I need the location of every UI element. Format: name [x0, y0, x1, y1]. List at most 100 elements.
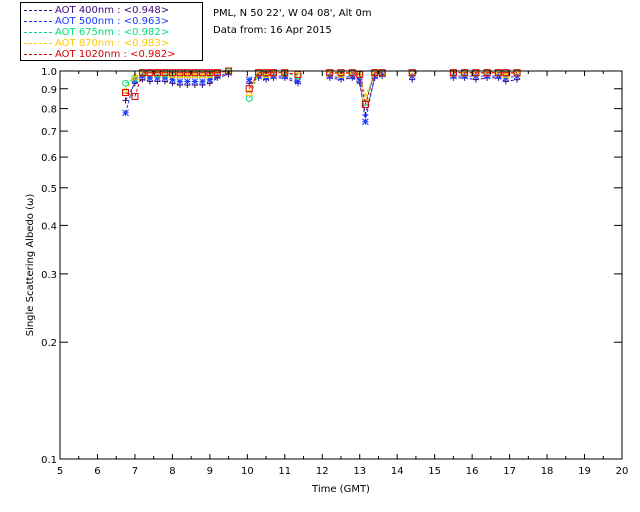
legend-line-1020nm: [24, 53, 52, 55]
data-point: [449, 69, 457, 77]
series-line-segment: [351, 77, 361, 84]
data-point: [371, 69, 379, 77]
y-tick-label: 0.6: [41, 153, 57, 164]
series-line-segment: [125, 77, 136, 84]
x-tick-label: 17: [503, 466, 516, 477]
series-line-segment: [134, 72, 143, 97]
data-point: [122, 79, 130, 87]
legend-item-675nm: AOT 675nm : <0.982>: [24, 27, 169, 38]
data-point: [176, 70, 184, 78]
axes: 5 6 7 8 9 10 11 12 13 14 15 16 17 18 19 20 0.1 0.2 0.3 0.4 0…: [41, 67, 628, 477]
y-tick-label: 1.0: [41, 67, 57, 78]
x-tick-label: 16: [466, 466, 479, 477]
data-point: [348, 69, 356, 77]
data-point: [502, 70, 510, 78]
data-point: [184, 78, 191, 85]
y-tick-label: 0.5: [41, 184, 57, 195]
data-point: [191, 69, 199, 77]
data-point: [483, 69, 491, 77]
x-tick-label: 12: [316, 466, 329, 477]
data-point: [176, 78, 184, 85]
x-tick-label: 14: [391, 466, 404, 477]
data-point: [131, 92, 139, 100]
legend-line-400nm: [24, 9, 52, 11]
series-line-segment: [364, 72, 376, 105]
series-line-segment: [125, 75, 136, 91]
y-tick-label: 0.9: [41, 85, 57, 96]
series-line-segment: [364, 72, 376, 97]
data-point: [337, 70, 345, 78]
y-tick-label: 0.1: [41, 455, 57, 466]
y-tick-label: 0.8: [41, 105, 57, 116]
series-line-segment: [125, 79, 136, 114]
x-tick-label: 20: [616, 466, 629, 477]
data-point: [255, 69, 263, 77]
data-point: [121, 86, 130, 95]
data-point: [153, 69, 161, 77]
data-point: [502, 69, 510, 77]
data-point: [198, 70, 207, 78]
series-line-segment: [134, 79, 143, 84]
legend-label-675nm: AOT 675nm : <0.982>: [55, 27, 170, 38]
data-point: [131, 72, 139, 80]
data-point: [361, 100, 369, 108]
data-point: [122, 109, 129, 117]
data-point: [245, 76, 253, 83]
data-point: [206, 70, 214, 78]
data-point: [183, 70, 192, 78]
legend-line-870nm: [24, 42, 52, 44]
x-tick-label: 13: [353, 466, 366, 477]
x-tick-label: 18: [541, 466, 554, 477]
data-point: [408, 69, 416, 77]
data-point: [176, 69, 184, 77]
series-line-segment: [364, 76, 376, 122]
legend-line-500nm: [24, 20, 52, 22]
data-point: [191, 78, 199, 85]
legend-label-400nm: AOT 400nm : <0.948>: [55, 5, 170, 16]
data-point: [245, 88, 254, 97]
series-line-segment: [498, 77, 507, 82]
plot-area: [121, 66, 521, 126]
series-line-segment: [248, 72, 260, 93]
data-point: [362, 112, 369, 119]
legend-item-870nm: AOT 870nm : <0.983>: [24, 38, 169, 49]
data-point: [183, 69, 191, 77]
data-point: [270, 69, 278, 77]
series-line-segment: [249, 75, 259, 81]
series-line-segment: [359, 74, 366, 105]
x-tick-label: 15: [428, 466, 441, 477]
data-point: [199, 78, 206, 85]
legend-item-1020nm: AOT 1020nm : <0.982>: [24, 49, 175, 60]
data-point: [294, 78, 302, 85]
data-point: [378, 69, 386, 77]
series-line-segment: [284, 72, 298, 75]
y-tick-label: 0.3: [41, 270, 57, 281]
data-date: Data from: 16 Apr 2015: [213, 25, 332, 36]
x-axis-label: Time (GMT): [311, 484, 370, 495]
x-tick-label: 11: [278, 466, 291, 477]
data-point: [138, 69, 146, 77]
data-point: [262, 70, 270, 78]
series-line-segment: [284, 75, 299, 82]
data-point: [198, 69, 206, 77]
series-line-segment: [217, 70, 229, 74]
legend-label-500nm: AOT 500nm : <0.963>: [55, 16, 170, 27]
series-line-segment: [352, 72, 360, 75]
data-point: [337, 69, 345, 77]
y-tick-label: 0.4: [41, 221, 57, 232]
data-point: [213, 69, 221, 77]
series-line-segment: [248, 77, 259, 84]
series-line-segment: [359, 74, 366, 97]
data-point: [494, 69, 502, 77]
legend-item-500nm: AOT 500nm : <0.963>: [24, 16, 169, 27]
data-point: [168, 70, 177, 78]
data-point: [122, 89, 130, 97]
data-point: [245, 85, 253, 93]
legend-label-870nm: AOT 870nm : <0.983>: [55, 38, 170, 49]
x-tick-label: 5: [57, 466, 63, 477]
data-point: [361, 118, 369, 126]
legend: AOT 400nm : <0.948> AOT 500nm : <0.963> …: [20, 2, 203, 61]
y-tick-label: 0.2: [41, 338, 57, 349]
y-tick-label: 0.7: [41, 127, 57, 138]
